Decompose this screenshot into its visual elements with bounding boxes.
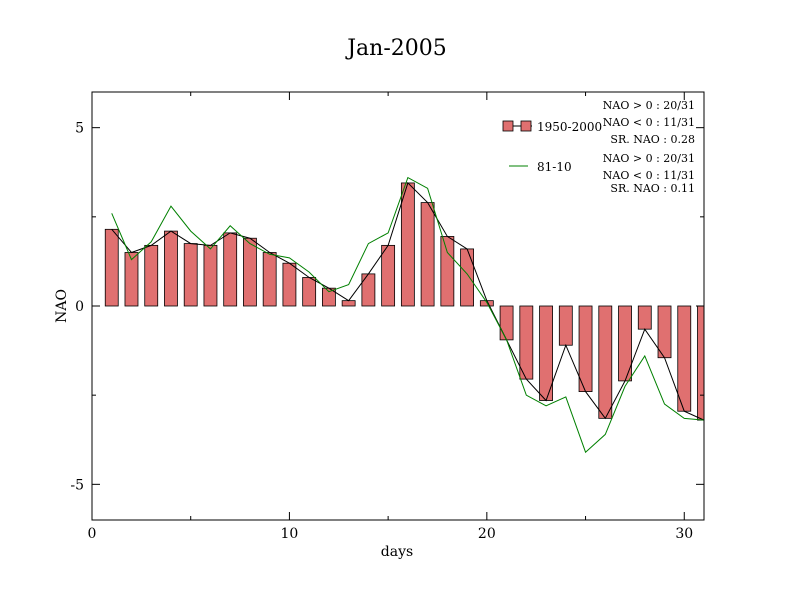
bar-day-26: [598, 305, 613, 419]
bar-day-19: [460, 248, 475, 307]
x-tick-label: 20: [478, 526, 496, 542]
stat-1950-2000-nao-negative: NAO < 0 : 11/31: [603, 116, 695, 129]
bar-day-17: [420, 202, 435, 307]
bar-day-29: [657, 305, 672, 359]
bar-day-25: [578, 305, 593, 392]
stat-81-10-nao-positive: NAO > 0 : 20/31: [603, 152, 695, 165]
x-tick-label: 10: [281, 526, 299, 542]
legend-label-81-10: 81-10: [537, 160, 572, 174]
line-1950-2000: [111, 182, 705, 421]
stat-1950-2000-sr-nao: SR. NAO : 0.28: [610, 133, 695, 146]
legend-entry-81-10: 81-10: [509, 160, 572, 174]
bar-day-5: [183, 243, 198, 307]
bar-day-4: [164, 230, 178, 307]
y-tick-label: -5: [70, 477, 84, 493]
x-tick-label: 30: [675, 526, 693, 542]
y-axis-title: NAO: [54, 289, 70, 323]
bar-day-6: [203, 244, 218, 307]
chart-title: Jan-2005: [345, 36, 447, 61]
stat-81-10-nao-negative: NAO < 0 : 11/31: [603, 169, 695, 182]
bar-day-3: [144, 244, 159, 307]
y-tick-label: 0: [75, 299, 84, 315]
x-tick-label: 0: [88, 526, 97, 542]
bar-day-1: [104, 228, 119, 307]
bar-day-10: [282, 262, 297, 307]
bar-day-11: [302, 277, 317, 307]
legend-entry-1950-2000: 1950-2000: [502, 120, 602, 134]
legend-swatch-1950-2000: [520, 120, 532, 132]
stat-1950-2000-nao-positive: NAO > 0 : 20/31: [603, 99, 695, 112]
bar-group-1950-2000: [104, 182, 705, 421]
stat-81-10-sr-nao: SR. NAO : 0.11: [610, 182, 695, 195]
y-tick-label: 5: [75, 121, 84, 137]
legend-label-1950-2000: 1950-2000: [537, 120, 602, 134]
bar-day-15: [381, 244, 396, 307]
legend: 1950-2000 81-10: [502, 120, 602, 174]
bar-day-16: [400, 182, 415, 307]
bar-day-22: [519, 305, 534, 380]
bar-day-8: [243, 237, 257, 307]
bar-day-13: [341, 300, 356, 307]
bar-day-21: [499, 305, 514, 341]
bar-day-18: [440, 236, 455, 307]
bar-day-28: [637, 305, 652, 330]
bar-day-14: [361, 273, 376, 307]
bar-day-31: [697, 305, 705, 421]
bar-day-7: [223, 232, 238, 307]
axes: 0 10 20 30 -5 0 5: [70, 92, 704, 542]
bar-day-2: [124, 252, 139, 307]
stats-annotations: NAO > 0 : 20/31 NAO < 0 : 11/31 SR. NAO …: [603, 99, 695, 195]
bar-day-30: [677, 305, 692, 412]
bar-day-24: [558, 305, 573, 346]
line-81-10: [111, 176, 705, 454]
bar-day-9: [262, 252, 277, 307]
legend-swatch-1950-2000: [502, 120, 514, 132]
line-group: [111, 176, 705, 454]
x-axis-title: days: [381, 544, 413, 560]
